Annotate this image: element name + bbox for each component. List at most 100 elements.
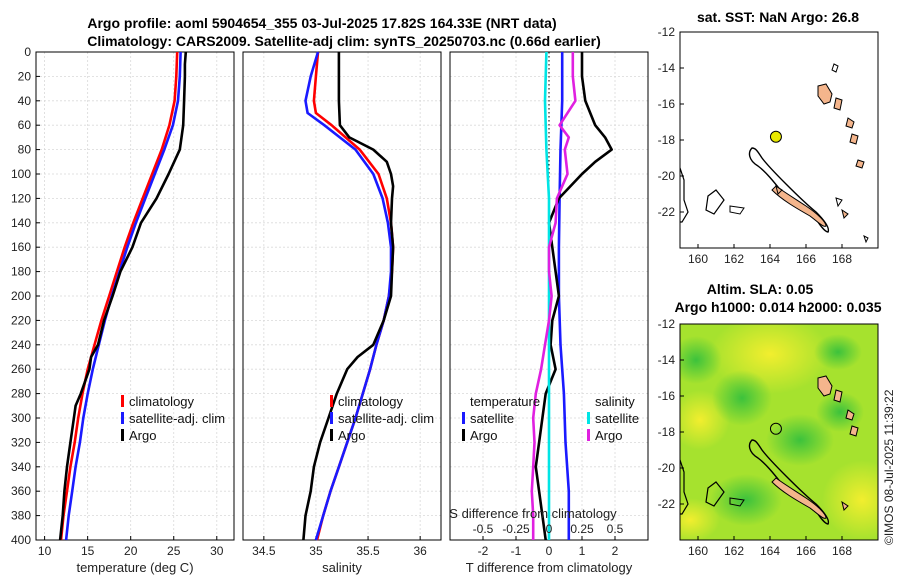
y-tick-label: 60 (18, 118, 32, 132)
x-tick-label: 15 (81, 544, 95, 558)
legend-mark-satellite (121, 412, 124, 424)
y-tick-label: 380 (11, 509, 31, 523)
map-x-tick-label: 160 (688, 252, 708, 266)
map-y-tick-label: -16 (658, 97, 676, 111)
map-y-tick-label: -22 (658, 497, 676, 511)
sst-map-title: sat. SST: NaN Argo: 26.8 (697, 9, 859, 25)
legend-mark-s-satellite (587, 412, 590, 424)
y-tick-label: 280 (11, 387, 31, 401)
s-tick-label: 0.25 (570, 522, 594, 536)
y-tick-label: 100 (11, 167, 31, 181)
sla-map-title-2: Argo h1000: 0.014 h2000: 0.035 (674, 299, 881, 315)
series-line-argo (302, 52, 395, 541)
map-x-tick-label: 162 (724, 544, 744, 558)
s-tick-label: 0 (546, 522, 553, 536)
y-tick-label: 160 (11, 240, 31, 254)
series-line-s-satellite (543, 51, 551, 540)
legend-label-satellite: satellite-adj. clim (338, 411, 434, 426)
y-tick-label: 20 (18, 69, 32, 83)
legend-label-satellite: satellite-adj. clim (129, 411, 225, 426)
series-line-satellite-adj-clim (304, 51, 393, 541)
x-tick-label: 1 (579, 544, 586, 558)
s-difference-label: S difference from climatology (449, 506, 617, 521)
series-line-climatology (59, 51, 179, 541)
x-axis-label: temperature (deg C) (76, 560, 193, 575)
imos-timestamp: ©IMOS 08-Jul-2025 11:39:22 (882, 389, 896, 545)
argo-position-marker (769, 422, 782, 435)
y-tick-label: 260 (11, 362, 31, 376)
sst-map: 160 162 164 166 168 -12 -14 -16 -18 -20 -22 (658, 25, 879, 266)
legend-header-salinity: salinity (595, 394, 635, 409)
title-line-1: Argo profile: aoml 5904654_355 03-Jul-20… (87, 15, 556, 31)
salinity-legend: climatology satellite-adj. clim Argo (330, 394, 434, 443)
legend-mark-t-satellite (462, 412, 465, 424)
y-tick-label: 300 (11, 411, 31, 425)
map-y-tick-label: -22 (658, 205, 676, 219)
plot-frame (242, 51, 442, 541)
map-y-tick-label: -20 (658, 461, 676, 475)
legend-label-argo: Argo (338, 428, 365, 443)
x-tick-label: -2 (478, 544, 489, 558)
sla-map-title-1: Altim. SLA: 0.05 (707, 281, 814, 297)
x-tick-label: 35 (309, 544, 323, 558)
legend-header-temperature: temperature (470, 394, 540, 409)
s-tick-label: -0.25 (502, 522, 530, 536)
x-axis-label: salinity (322, 560, 362, 575)
legend-label-climatology: climatology (129, 394, 195, 409)
map-y-tick-label: -20 (658, 169, 676, 183)
s-difference-ticks: -0.5 -0.25 0 0.25 0.5 (473, 522, 624, 536)
map-y-tick-label: -12 (658, 317, 676, 331)
series-line-satellite-adj-clim (64, 51, 182, 541)
legend-label-t-argo: Argo (470, 428, 497, 443)
y-tick-label: 400 (11, 533, 31, 547)
s-tick-label: 0.5 (607, 522, 624, 536)
map-y-tick-label: -14 (658, 61, 676, 75)
map-x-tick-label: 168 (832, 252, 852, 266)
difference-panel: -2 -1 0 1 2 T difference from climatology (449, 51, 649, 575)
x-tick-label: 30 (210, 544, 224, 558)
series-line-argo (58, 51, 188, 541)
map-y-tick-label: -18 (658, 425, 676, 439)
temperature-panel: 10 15 20 25 30 temperature (deg C) 0 20 40 60 80 10… (11, 45, 235, 575)
legend-mark-climatology (121, 395, 124, 407)
map-x-tick-label: 160 (688, 544, 708, 558)
map-y-tick-label: -16 (658, 389, 676, 403)
y-tick-label: 0 (24, 45, 31, 59)
sla-map: 160 162 164 166 168 -12 -14 -16 -18 -20 -22 (658, 317, 879, 558)
x-tick-label: 10 (38, 544, 52, 558)
argo-position-marker (769, 130, 782, 143)
y-tick-label: 360 (11, 484, 31, 498)
y-tick-label: 340 (11, 460, 31, 474)
y-tick-label: 180 (11, 265, 31, 279)
legend-label-argo: Argo (129, 428, 156, 443)
y-tick-label: 120 (11, 191, 31, 205)
legend-mark-argo (121, 429, 124, 441)
x-tick-label: -1 (511, 544, 522, 558)
y-tick-label: 40 (18, 94, 32, 108)
x-axis-label: T difference from climatology (466, 560, 633, 575)
map-x-tick-label: 164 (760, 544, 780, 558)
temperature-legend: climatology satellite-adj. clim Argo (121, 394, 225, 443)
legend-label-t-satellite: satellite (470, 411, 514, 426)
y-tick-label: 240 (11, 338, 31, 352)
sst-coastlines (680, 63, 869, 244)
title-line-2: Climatology: CARS2009. Satellite-adj cli… (87, 33, 601, 49)
legend-mark-climatology (330, 395, 333, 407)
x-tick-label: 35.5 (356, 544, 380, 558)
s-tick-label: -0.5 (473, 522, 494, 536)
x-tick-label: 2 (612, 544, 619, 558)
y-tick-label: 220 (11, 313, 31, 327)
map-y-tick-label: -14 (658, 353, 676, 367)
legend-mark-argo (330, 429, 333, 441)
x-tick-label: 36 (413, 544, 427, 558)
legend-label-s-satellite: satellite (595, 411, 639, 426)
map-x-tick-label: 164 (760, 252, 780, 266)
series-line-t-argo (534, 52, 614, 541)
salinity-panel: 34.5 35 35.5 36 salinity (242, 51, 442, 575)
y-tick-label: 320 (11, 435, 31, 449)
y-tick-label: 200 (11, 289, 31, 303)
difference-legend: temperature satellite Argo salinity sate… (462, 394, 639, 443)
map-x-tick-label: 166 (796, 252, 816, 266)
x-tick-label: 25 (167, 544, 181, 558)
map-x-tick-label: 162 (724, 252, 744, 266)
